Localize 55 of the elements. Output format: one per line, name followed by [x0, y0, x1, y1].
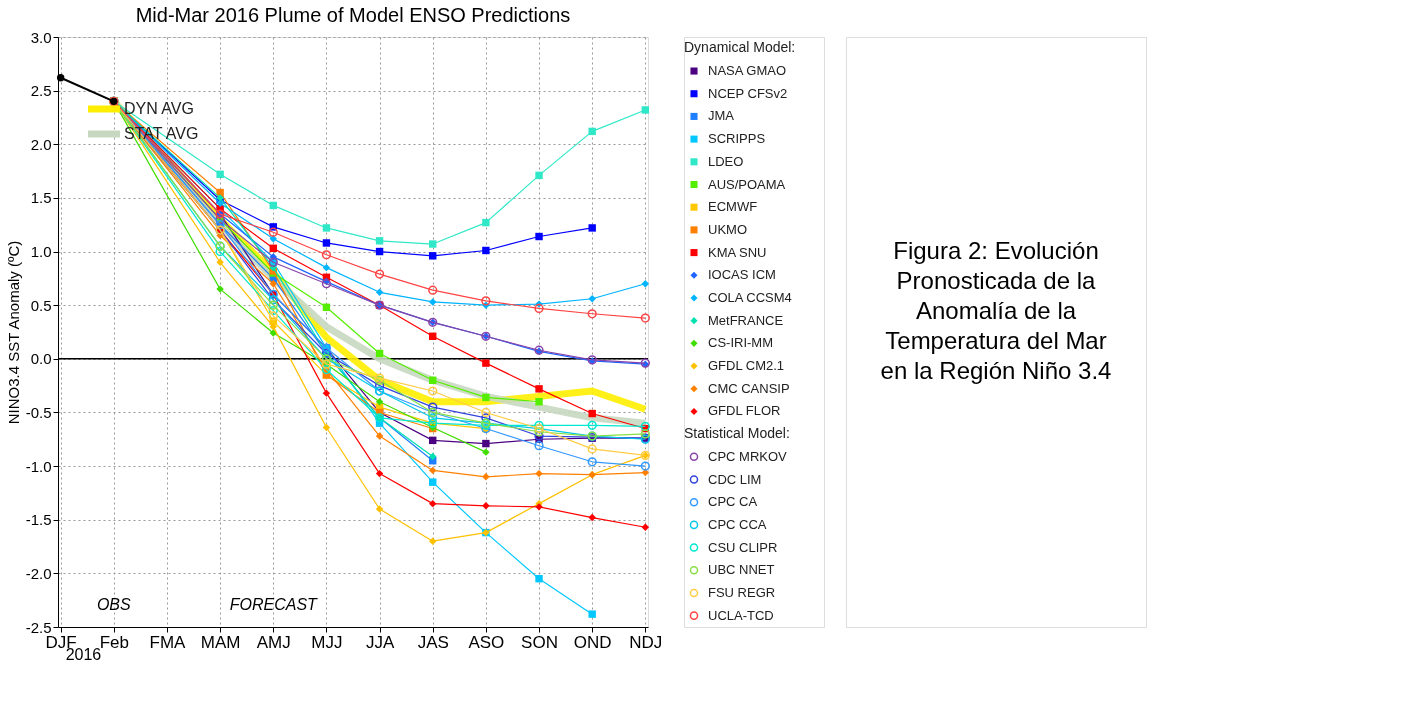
chart-title: Mid-Mar 2016 Plume of Model ENSO Predictions — [135, 4, 571, 26]
legend-label: LDEO — [708, 153, 744, 169]
x-tick-label: MJJ — [311, 632, 343, 652]
x-tick-label: OND — [573, 632, 612, 652]
x-tick-label: JJA — [365, 632, 395, 652]
x-tick-label: Feb — [99, 632, 129, 652]
x-tick-label: NDJ — [629, 632, 663, 652]
x-tick-label: SON — [521, 632, 558, 652]
y-axis-title: NINO3.4 SST Anomaly (ºC) — [4, 240, 22, 425]
y-tick-label: 0.5 — [30, 296, 52, 314]
legend-label: JMA — [708, 108, 735, 124]
legend-label: SCRIPPS — [708, 131, 766, 147]
legend-label: CDC LIM — [708, 471, 762, 487]
y-tick-label: 0.0 — [30, 350, 52, 368]
y-tick-label: 1.0 — [30, 243, 52, 261]
legend-label: CS-IRI-MM — [708, 335, 773, 351]
legend-label: GFDL FLOR — [708, 403, 781, 419]
legend-label: CPC MRKOV — [708, 448, 788, 464]
x-tick-label: FMA — [149, 632, 187, 652]
legend-label: COLA CCSM4 — [708, 289, 792, 305]
legend-label: CPC CCA — [708, 516, 767, 532]
legend-label: CSU CLIPR — [708, 539, 778, 555]
y-tick-label: -0.5 — [25, 403, 52, 421]
legend-label: MetFRANCE — [708, 312, 784, 328]
annotation: FORECAST — [229, 596, 319, 613]
text: Statistical Model: — [684, 425, 790, 442]
x-tick-label: AMJ — [256, 632, 291, 652]
legend-label: UKMO — [708, 221, 747, 237]
legend-label: CPC CA — [708, 494, 758, 510]
x-tick-label: MAM — [200, 632, 241, 652]
x-tick-label: ASO — [468, 632, 505, 652]
legend-label: GFDL CM2.1 — [708, 358, 785, 374]
y-tick-label: -2.0 — [25, 564, 52, 582]
legend-label: UCLA-TCD — [708, 607, 774, 623]
legend-label: AUS/POAMA — [708, 176, 786, 192]
text: Figura 2: Evolución Pronosticada de la Anomalía de la Temperatura del Mar en la Región Niño 3.4 — [880, 237, 1112, 384]
y-tick-label: 1.5 — [30, 189, 52, 207]
legend-label: FSU REGR — [708, 584, 776, 600]
y-tick-label: 2.0 — [30, 135, 52, 153]
x-tick-label: JAS — [417, 632, 449, 652]
legend-label: ECMWF — [708, 199, 758, 215]
legend-label: DYN AVG — [124, 100, 194, 117]
legend-label: IOCAS ICM — [708, 267, 776, 283]
y-tick-label: -1.0 — [25, 457, 52, 475]
y-tick-label: -1.5 — [25, 511, 52, 529]
y-tick-label: 3.0 — [30, 28, 52, 46]
y-tick-label: -2.5 — [25, 618, 52, 636]
legend-label: CMC CANSIP — [708, 380, 790, 396]
legend-label: NCEP CFSv2 — [708, 85, 788, 101]
y-tick-label: 2.5 — [30, 82, 52, 100]
legend-title: Dynamical Model: — [684, 39, 796, 56]
legend-label: KMA SNU — [708, 244, 767, 260]
annotation: OBS — [96, 596, 132, 613]
legend-label: UBC NNET — [708, 562, 775, 578]
legend-label: NASA GMAO — [708, 63, 787, 79]
